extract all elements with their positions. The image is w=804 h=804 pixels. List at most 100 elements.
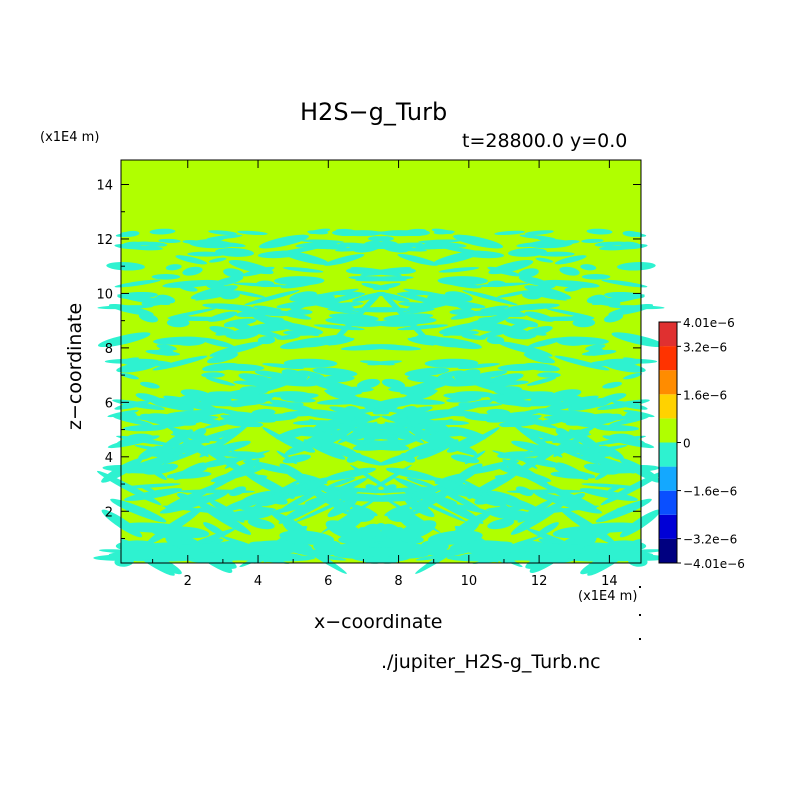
negative-structure bbox=[223, 268, 245, 278]
negative-structure bbox=[101, 509, 143, 538]
negative-structure bbox=[326, 302, 364, 308]
negative-structure bbox=[329, 406, 374, 419]
colorbar-segment bbox=[659, 346, 677, 371]
negative-structure bbox=[278, 487, 324, 513]
negative-structure bbox=[427, 294, 459, 302]
negative-structure bbox=[617, 262, 656, 271]
negative-structure bbox=[449, 309, 476, 315]
negative-structure bbox=[206, 440, 251, 455]
negative-structure bbox=[460, 541, 513, 551]
negative-structure bbox=[162, 279, 221, 288]
negative-structure bbox=[541, 279, 600, 288]
negative-structure bbox=[207, 311, 238, 322]
negative-structure bbox=[591, 294, 645, 306]
colorbar-segment bbox=[659, 442, 677, 467]
negative-structure bbox=[291, 550, 347, 561]
negative-structure bbox=[145, 397, 194, 411]
negative-structure bbox=[554, 355, 610, 371]
negative-structure bbox=[212, 276, 244, 287]
negative-structure bbox=[406, 229, 430, 236]
negative-structure bbox=[406, 477, 436, 488]
negative-structure bbox=[554, 255, 587, 265]
negative-structure bbox=[226, 322, 280, 338]
negative-structure bbox=[565, 492, 586, 503]
negative-structure bbox=[498, 466, 552, 482]
negative-structure bbox=[277, 322, 324, 334]
x-tick-label: 12 bbox=[531, 574, 548, 589]
negative-structure bbox=[106, 262, 145, 271]
negative-structure bbox=[240, 555, 271, 562]
colorbar-segment bbox=[659, 370, 677, 395]
negative-structure bbox=[326, 477, 356, 488]
negative-structure bbox=[313, 324, 365, 331]
negative-structure bbox=[117, 294, 171, 306]
negative-structure bbox=[581, 238, 604, 243]
negative-structure bbox=[121, 483, 181, 489]
negative-structure bbox=[405, 423, 438, 445]
negative-structure bbox=[523, 352, 556, 364]
negative-structure bbox=[124, 488, 183, 501]
negative-structure bbox=[163, 395, 220, 412]
negative-structure bbox=[581, 349, 617, 356]
negative-structure bbox=[297, 409, 356, 420]
colorbar-segment bbox=[659, 418, 677, 443]
negative-structure bbox=[572, 523, 614, 541]
negative-structure bbox=[562, 395, 585, 404]
negative-structure bbox=[332, 229, 356, 236]
negative-structure bbox=[116, 435, 173, 446]
negative-structure bbox=[415, 550, 471, 561]
negative-structure bbox=[350, 464, 395, 493]
colorbar-segment bbox=[659, 322, 677, 347]
marker-dot bbox=[639, 614, 641, 616]
negative-structure bbox=[524, 311, 555, 322]
negative-structure bbox=[458, 402, 476, 407]
negative-structure bbox=[462, 290, 518, 306]
negative-structure bbox=[107, 409, 139, 418]
negative-structure bbox=[227, 411, 276, 423]
negative-structure bbox=[625, 412, 642, 422]
negative-structure bbox=[512, 423, 563, 458]
negative-structure bbox=[201, 372, 225, 378]
negative-structure bbox=[165, 264, 182, 271]
negative-structure bbox=[568, 397, 617, 411]
negative-structure bbox=[237, 379, 295, 396]
negative-structure bbox=[494, 474, 513, 480]
negative-structure bbox=[623, 372, 643, 380]
negative-structure bbox=[143, 241, 168, 247]
negative-structure bbox=[199, 457, 238, 468]
negative-structure bbox=[480, 305, 509, 313]
negative-structure bbox=[279, 463, 311, 485]
z-unit-label: (x1E4 m) bbox=[40, 130, 100, 145]
negative-structure bbox=[137, 358, 163, 366]
negative-structure bbox=[376, 291, 410, 302]
negative-structure bbox=[228, 259, 274, 275]
negative-structure bbox=[430, 337, 482, 350]
plot-frame bbox=[120, 159, 642, 564]
negative-structure bbox=[428, 299, 486, 309]
negative-structure bbox=[223, 493, 274, 511]
negative-structure bbox=[519, 427, 576, 446]
negative-structure bbox=[177, 489, 255, 494]
negative-structure bbox=[357, 547, 408, 557]
negative-structure bbox=[153, 336, 209, 345]
negative-structure bbox=[535, 257, 554, 263]
negative-structure bbox=[508, 551, 542, 558]
negative-structure bbox=[442, 330, 462, 337]
negative-structure bbox=[537, 251, 575, 257]
negative-structure bbox=[286, 309, 313, 315]
negative-structure bbox=[278, 434, 316, 453]
negative-structure bbox=[249, 541, 302, 551]
negative-structure bbox=[605, 540, 647, 551]
negative-structure bbox=[359, 523, 380, 540]
negative-structure bbox=[524, 230, 554, 235]
negative-structure bbox=[482, 322, 536, 338]
negative-structure bbox=[432, 250, 482, 265]
x-tick-label: 14 bbox=[601, 574, 618, 589]
negative-structure bbox=[325, 390, 364, 403]
negative-structure bbox=[300, 330, 320, 337]
negative-structure bbox=[262, 363, 305, 370]
negative-structure bbox=[507, 489, 585, 494]
negative-structure bbox=[526, 543, 587, 554]
y-tick-label: 2 bbox=[105, 505, 113, 520]
